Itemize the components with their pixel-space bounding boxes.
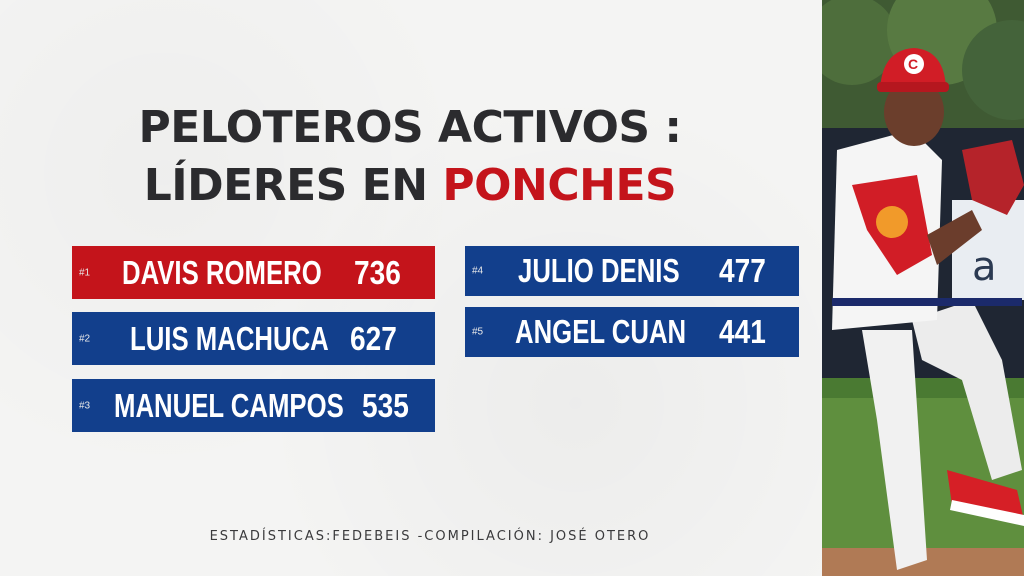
title-line-2: LÍDERES EN PONCHES [60,160,760,212]
leader-name: JULIO DENIS [518,252,680,289]
leader-value: 441 [719,313,766,350]
player-photo: a C [822,0,1024,576]
leader-value: 736 [354,253,401,291]
leader-row-1: #1 DAVIS ROMERO 736 [72,246,435,299]
leader-rank: #4 [472,265,484,277]
title-line-1-text: PELOTEROS ACTIVOS : [138,102,682,153]
leader-name: ANGEL CUAN [515,313,687,350]
footer-credits: ESTADÍSTICAS:FEDEBEIS -COMPILACIÓN: JOSÉ… [209,529,651,544]
leader-rank: #2 [79,333,91,344]
leader-row-3: #3 MANUEL CAMPOS 535 [72,379,435,432]
cap-letter: C [908,56,918,72]
title-line-1: PELOTEROS ACTIVOS : [60,102,760,154]
leader-rank: #5 [472,326,484,338]
leader-name: DAVIS ROMERO [122,253,322,291]
leader-value: 535 [362,386,409,424]
leader-rank: #3 [79,400,91,411]
leader-row-5: #5 ANGEL CUAN 441 [465,307,799,357]
title-line-2-prefix: LÍDERES EN [143,160,443,211]
leader-value: 627 [350,319,397,357]
leader-name: LUIS MACHUCA [130,319,329,357]
leader-row-4: #4 JULIO DENIS 477 [465,246,799,296]
leader-row-2: #2 LUIS MACHUCA 627 [72,312,435,365]
title-line-2-accent: PONCHES [442,160,677,211]
leader-name: MANUEL CAMPOS [114,386,344,424]
player-illustration: a C [822,0,1024,576]
leader-value: 477 [719,252,766,289]
svg-text:a: a [972,244,997,290]
leader-rank: #1 [79,267,91,278]
